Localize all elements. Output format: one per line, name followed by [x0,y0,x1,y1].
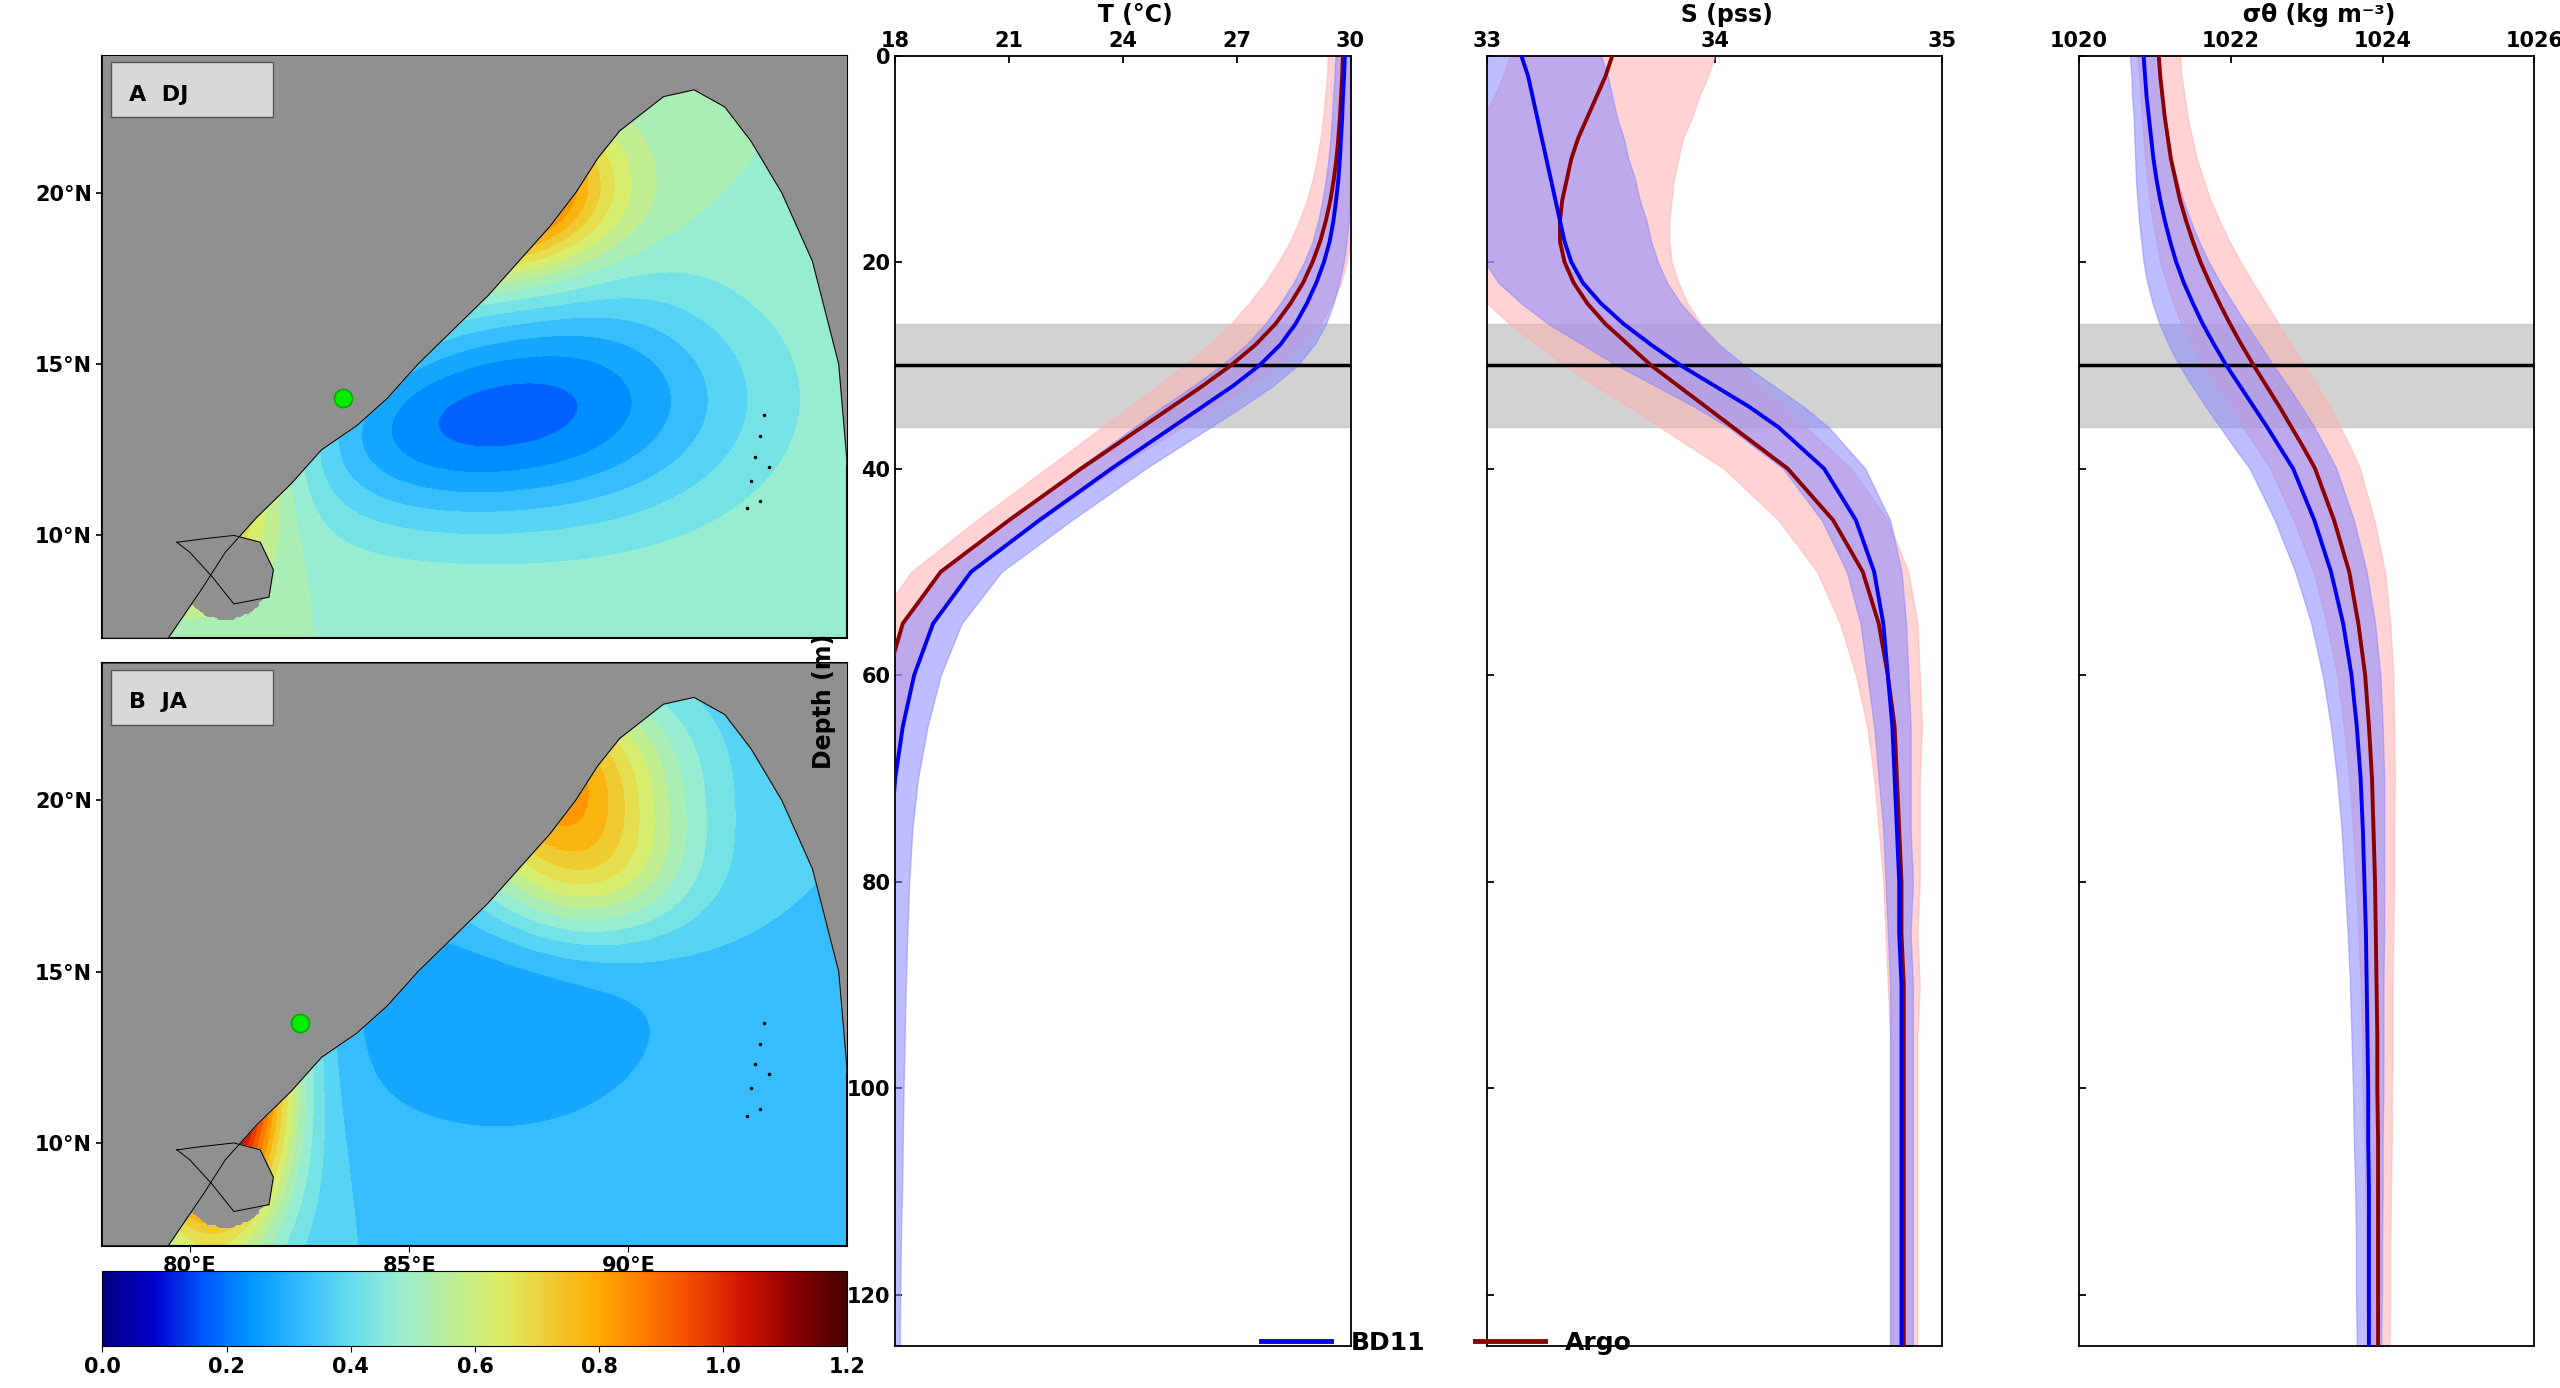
Text: B  JA: B JA [128,693,187,712]
Bar [896,323,1352,428]
X-axis label:    T (°C): T (°C) [1073,3,1172,28]
X-axis label:    S (pss): S (pss) [1656,3,1774,28]
X-axis label:    σθ (kg m⁻³): σθ (kg m⁻³) [2217,3,2396,28]
Y-axis label: Depth (m): Depth (m) [812,633,835,769]
Polygon shape [102,56,847,638]
Polygon shape [177,1142,274,1212]
Bar [2079,323,2534,428]
Polygon shape [177,536,274,604]
Bar [1487,323,1943,428]
FancyBboxPatch shape [110,62,274,117]
Legend: BD11, Argo: BD11, Argo [1252,1321,1641,1364]
FancyBboxPatch shape [110,670,274,725]
Text: A  DJ: A DJ [128,85,187,105]
Polygon shape [102,663,847,1246]
